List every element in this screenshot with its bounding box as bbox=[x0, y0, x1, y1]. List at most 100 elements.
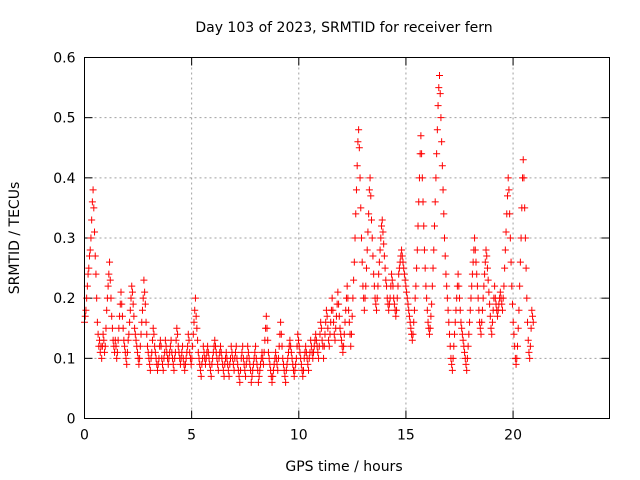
data-point bbox=[252, 342, 260, 350]
data-point bbox=[403, 288, 411, 296]
data-point bbox=[462, 360, 470, 368]
data-point bbox=[482, 246, 490, 254]
data-point bbox=[422, 282, 430, 290]
data-point bbox=[418, 150, 426, 158]
data-point bbox=[273, 360, 281, 368]
data-point bbox=[128, 282, 136, 290]
data-point bbox=[477, 330, 485, 338]
data-point bbox=[123, 348, 131, 356]
data-point bbox=[435, 72, 443, 80]
data-point bbox=[525, 348, 533, 356]
data-point bbox=[216, 342, 224, 350]
data-point bbox=[294, 330, 302, 338]
data-point bbox=[335, 300, 343, 308]
data-point bbox=[139, 294, 147, 302]
data-point bbox=[487, 324, 495, 332]
data-point bbox=[521, 204, 529, 212]
data-point bbox=[465, 330, 473, 338]
chart-title: Day 103 of 2023, SRMTID for receiver fer… bbox=[195, 20, 492, 36]
data-point bbox=[402, 282, 410, 290]
data-point bbox=[398, 246, 406, 254]
data-point bbox=[438, 138, 446, 146]
data-point bbox=[101, 348, 109, 356]
data-point bbox=[507, 258, 515, 266]
data-point bbox=[192, 312, 200, 320]
data-point bbox=[277, 330, 285, 338]
data-point bbox=[225, 372, 233, 380]
data-point bbox=[428, 300, 436, 308]
data-point bbox=[405, 312, 413, 320]
data-point bbox=[428, 282, 436, 290]
data-point bbox=[355, 144, 363, 152]
data-point bbox=[244, 348, 252, 356]
data-point bbox=[418, 174, 426, 182]
data-point bbox=[493, 312, 501, 320]
data-point bbox=[294, 336, 302, 344]
data-point bbox=[123, 360, 131, 368]
data-point bbox=[136, 354, 144, 362]
data-point bbox=[375, 270, 383, 278]
data-point bbox=[506, 210, 514, 218]
data-point bbox=[513, 354, 521, 362]
data-point bbox=[450, 342, 458, 350]
data-point bbox=[388, 276, 396, 284]
data-point bbox=[173, 324, 181, 332]
data-point bbox=[354, 138, 362, 146]
data-point bbox=[100, 336, 108, 344]
data-point bbox=[328, 294, 336, 302]
data-point bbox=[411, 294, 419, 302]
y-tick-label: 0.3 bbox=[53, 231, 75, 247]
data-point bbox=[196, 366, 204, 374]
data-point bbox=[352, 210, 360, 218]
data-point bbox=[86, 246, 94, 254]
data-point bbox=[440, 210, 448, 218]
data-point bbox=[81, 312, 89, 320]
axis-ticks: 0 0.1 0.2 0.3 0.4 0.5 0.6 0 5 10 15 20 bbox=[53, 51, 610, 444]
data-point bbox=[467, 294, 475, 302]
data-point bbox=[362, 282, 370, 290]
data-point bbox=[166, 342, 174, 350]
data-point bbox=[392, 312, 400, 320]
data-point bbox=[379, 228, 387, 236]
data-point bbox=[244, 342, 252, 350]
data-point bbox=[324, 324, 332, 332]
data-point bbox=[126, 318, 134, 326]
data-point bbox=[522, 264, 530, 272]
data-point bbox=[449, 354, 457, 362]
data-point bbox=[426, 324, 434, 332]
data-point bbox=[473, 282, 481, 290]
data-point bbox=[362, 264, 370, 272]
data-point bbox=[174, 330, 182, 338]
data-point bbox=[481, 258, 489, 266]
data-point bbox=[118, 312, 126, 320]
data-point bbox=[236, 378, 244, 386]
data-point bbox=[259, 354, 267, 362]
y-axis-label: SRMTID / TECUs bbox=[7, 182, 23, 295]
data-point bbox=[159, 366, 167, 374]
y-tick-label: 0.2 bbox=[53, 291, 75, 307]
data-point bbox=[523, 294, 531, 302]
data-point bbox=[348, 312, 356, 320]
data-point bbox=[91, 228, 99, 236]
data-point bbox=[486, 312, 494, 320]
data-point bbox=[335, 312, 343, 320]
data-point bbox=[297, 360, 305, 368]
data-point bbox=[108, 324, 116, 332]
data-point bbox=[169, 360, 177, 368]
data-point bbox=[330, 318, 338, 326]
data-point bbox=[471, 246, 479, 254]
data-point bbox=[238, 348, 246, 356]
data-point bbox=[347, 342, 355, 350]
data-point bbox=[398, 252, 406, 260]
data-point bbox=[400, 264, 408, 272]
data-point bbox=[457, 318, 465, 326]
data-point bbox=[320, 354, 328, 362]
data-point bbox=[339, 348, 347, 356]
data-point bbox=[496, 288, 504, 296]
data-point bbox=[357, 204, 365, 212]
data-point bbox=[204, 342, 212, 350]
data-point bbox=[325, 336, 333, 344]
y-tick-label: 0.6 bbox=[53, 51, 75, 67]
data-point bbox=[403, 294, 411, 302]
data-point bbox=[207, 372, 215, 380]
